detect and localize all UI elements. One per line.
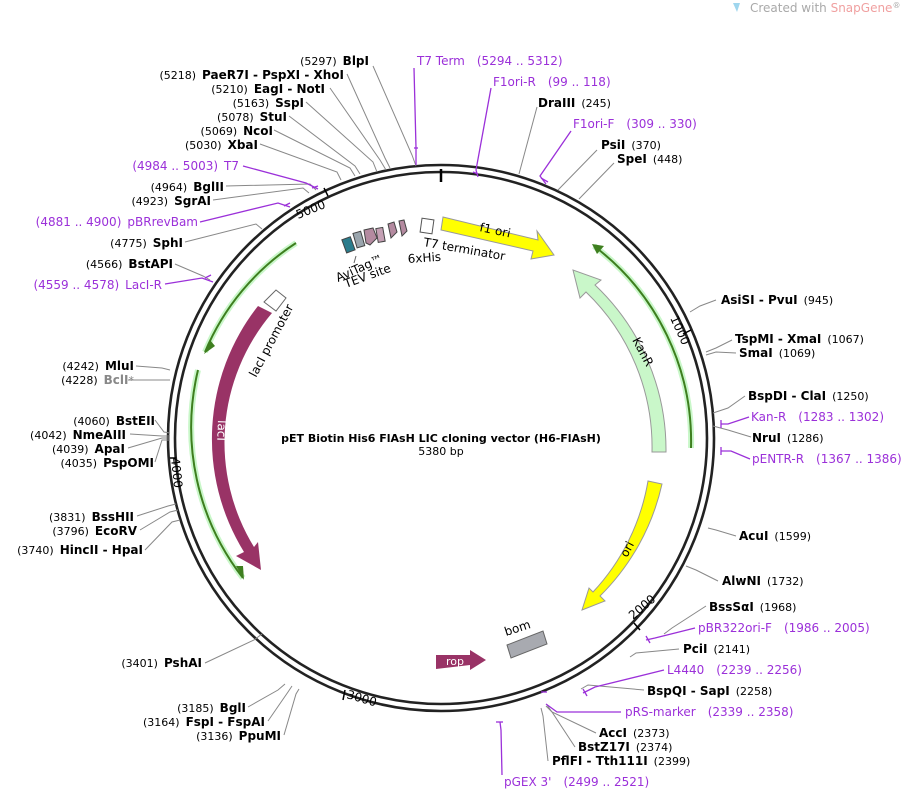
ori-label: ori (617, 539, 637, 559)
tag-box-2 (352, 230, 366, 249)
site-label-bsteii: (4060) BstEII (73, 414, 155, 428)
site-label-bgli: (3185) BglI (177, 701, 246, 715)
site-label-nmeaiii: (4042) NmeAIII (30, 428, 126, 442)
primer-label-prs-marker: pRS-marker (2339 .. 2358) (625, 705, 793, 719)
site-label-ncoi: (5069) NcoI (201, 124, 273, 138)
plasmid-length: 5380 bp (418, 445, 463, 458)
primer-label-laci-r: (4559 .. 4578) LacI-R (33, 278, 162, 292)
site-label-pshai: (3401) PshAI (121, 656, 202, 670)
snapgene-logo-icon (733, 3, 740, 12)
site-label-pflfi: PflFI - Tth111I (2399) (552, 754, 690, 768)
site-label-eagi: (5210) EagI - NotI (211, 82, 325, 96)
site-label-sphi: (4775) SphI (110, 236, 183, 250)
site-label-spei: SpeI (448) (617, 152, 682, 166)
laci-promoter-arc-line (204, 242, 297, 353)
t7-terminator-box (419, 217, 435, 235)
site-labels-left: (5297) BlpI (5218) PaeR7I - PspXI - XhoI (… (17, 54, 369, 743)
primer-label-pbrrevbam: (4881 .. 4900) pBRrevBam (36, 215, 198, 229)
feature-arcs: f1 ori KanR ori bom rop lacI lacI promot… (188, 216, 695, 670)
site-connectors (127, 65, 752, 762)
site-label-pcii: PciI (2141) (683, 642, 750, 656)
kanr-arrow (572, 269, 667, 453)
primer-label-pgex-3: pGEX 3' (2499 .. 2521) (504, 775, 649, 789)
site-label-sspi: (5163) SspI (233, 96, 304, 110)
his-tag-label: 6xHis (407, 250, 441, 266)
rop-label: rop (446, 655, 464, 668)
site-label-nrui: NruI (1286) (752, 431, 824, 445)
primer-labels: T7 Term (5294 .. 5312) F1ori-R (99 .. 118)… (33, 54, 901, 789)
site-label-bsssai: BssSαI (1968) (709, 600, 796, 614)
primer-label-pbr322ori-f: pBR322ori-F (1986 .. 2005) (698, 621, 870, 635)
site-label-smai: SmaI (1069) (739, 346, 815, 360)
watermark-brand: SnapGene (831, 1, 893, 15)
tag-box-3 (375, 226, 386, 243)
primer-connectors (164, 67, 751, 776)
tag-arrow-4 (387, 221, 398, 240)
tick-4000: 4000 (168, 457, 185, 489)
plasmid-title: pET Biotin His6 FlAsH LIC cloning vector… (281, 432, 601, 445)
site-label-ppumi: (3136) PpuMI (196, 729, 281, 743)
site-label-acui: AcuI (1599) (739, 529, 811, 543)
site-label-alwni: AlwNI (1732) (722, 574, 804, 588)
watermark-mark: ® (892, 1, 900, 10)
primer-label-l4440: L4440 (2239 .. 2256) (667, 663, 802, 677)
site-label-pspomi: (4035) PspOMI (60, 456, 154, 470)
site-label-draiii: DraIII (245) (538, 96, 611, 110)
bom-label: bom (503, 617, 533, 639)
site-label-mlui: (4242) MluI (62, 359, 134, 373)
his-tag-arrow (398, 219, 408, 238)
primer-label-kan-r: Kan-R (1283 .. 1302) (751, 410, 884, 424)
primer-label-f1ori-r: F1ori-R (99 .. 118) (493, 75, 611, 89)
kanr-green-arc-line (593, 245, 693, 449)
site-label-psii: PsiI (370) (601, 138, 661, 152)
snapgene-watermark: Created with SnapGene® (733, 1, 900, 15)
site-label-bcli: (4228) BclI* (61, 373, 134, 387)
site-label-tspmi: TspMI - XmaI (1067) (735, 332, 864, 346)
ori-arrow (581, 480, 663, 611)
laci-arrowhead-2 (236, 566, 244, 580)
site-label-xbai: (5030) XbaI (185, 138, 258, 152)
f1-ori-label: f1 ori (478, 220, 512, 240)
primer-label-pentr-r: pENTR-R (1367 .. 1386) (752, 452, 901, 466)
site-label-bsshii: (3831) BssHII (49, 510, 134, 524)
watermark-prefix: Created with (750, 1, 831, 15)
laci-promoter-arrow (263, 289, 287, 312)
site-label-stui: (5078) StuI (217, 110, 287, 124)
f1-ori-arrow (440, 216, 555, 260)
site-labels-right: DraIII (245) PsiI (370) SpeI (448) AsiSI - … (538, 96, 869, 768)
bom-box (506, 630, 548, 659)
laci-arrowhead-1 (204, 340, 215, 354)
primer-label-f1ori-f: F1ori-F (309 .. 330) (573, 117, 697, 131)
kanr-arrowhead-small (592, 244, 604, 254)
primer-label-t7: (4984 .. 5003) T7 (132, 159, 239, 173)
site-label-sgrai: (4923) SgrAI (132, 194, 211, 208)
laci-green-arc-line (190, 369, 244, 579)
site-label-bspqi: BspQI - SapI (2258) (647, 684, 772, 698)
site-label-blpi: (5297) BlpI (300, 54, 369, 68)
tev-site-arrow (363, 227, 378, 246)
rop-arrow (436, 650, 486, 670)
svg-text:Created with SnapGene®: Created with SnapGene® (750, 1, 900, 15)
primer-label-t7-term: T7 Term (5294 .. 5312) (416, 54, 563, 68)
site-label-bspdi: BspDI - ClaI (1250) (748, 389, 869, 403)
site-label-asisi: AsiSI - PvuI (945) (721, 293, 833, 307)
site-label-bstapi: (4566) BstAPI (86, 257, 173, 271)
tick-3000: 3000 (345, 687, 378, 709)
site-label-hincii: (3740) HincII - HpaI (17, 543, 143, 557)
site-label-paer7i: (5218) PaeR7I - PspXI - XhoI (159, 68, 344, 82)
tick-5000: 5000 (294, 197, 328, 221)
site-label-bglii: (4964) BglII (151, 180, 224, 194)
avitag-box (341, 236, 356, 254)
laci-arrow (211, 306, 272, 570)
site-label-bstz17i: BstZ17I (2374) (578, 740, 672, 754)
site-label-ecorv: (3796) EcoRV (52, 524, 137, 538)
site-label-fspi: (3164) FspI - FspAI (143, 715, 265, 729)
site-label-apai: (4039) ApaI (52, 442, 125, 456)
site-label-acci: AccI (2373) (599, 726, 670, 740)
laci-label: lacI (214, 420, 229, 441)
